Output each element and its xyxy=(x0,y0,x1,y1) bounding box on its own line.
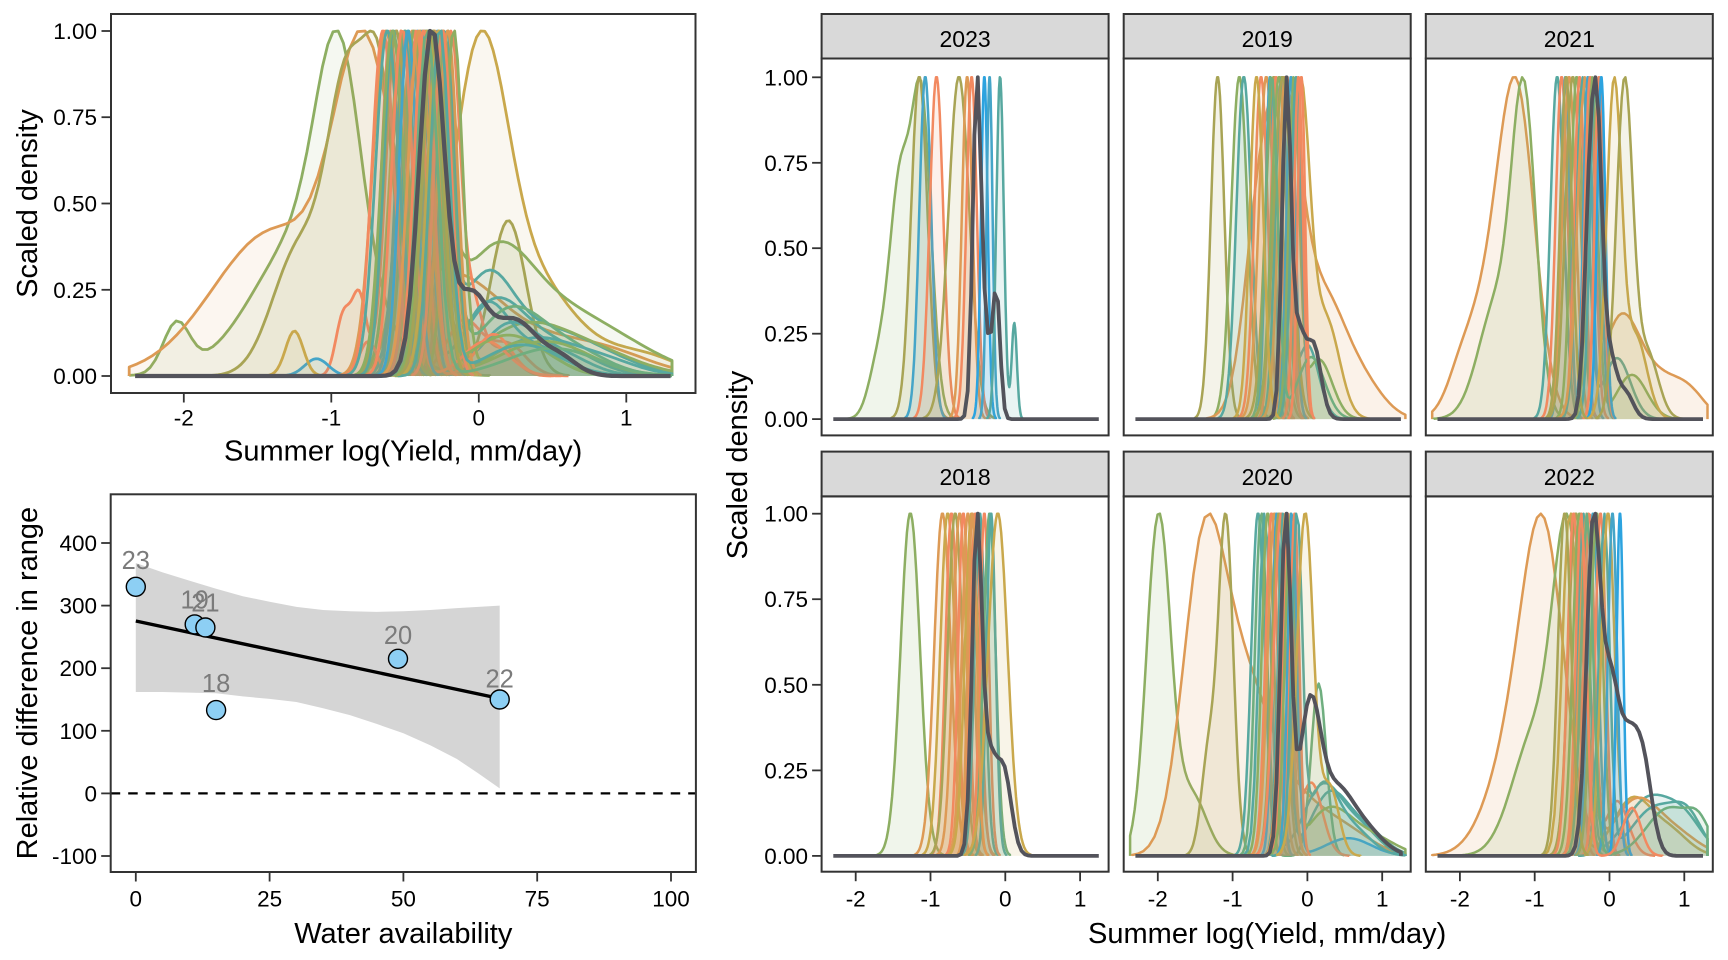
svg-text:50: 50 xyxy=(391,887,416,912)
svg-text:1: 1 xyxy=(1074,887,1087,912)
svg-text:2022: 2022 xyxy=(1544,464,1595,490)
svg-text:200: 200 xyxy=(59,656,97,681)
svg-text:-1: -1 xyxy=(1223,887,1243,912)
svg-text:Summer log(Yield, mm/day): Summer log(Yield, mm/day) xyxy=(224,436,582,468)
svg-text:0.00: 0.00 xyxy=(53,364,97,389)
svg-text:1.00: 1.00 xyxy=(764,65,808,90)
svg-text:100: 100 xyxy=(652,887,690,912)
svg-text:2021: 2021 xyxy=(1544,26,1595,52)
svg-text:75: 75 xyxy=(525,887,550,912)
svg-text:0: 0 xyxy=(84,781,97,806)
svg-text:0: 0 xyxy=(130,887,143,912)
svg-text:0.50: 0.50 xyxy=(764,236,808,261)
svg-text:21: 21 xyxy=(191,590,219,618)
svg-text:0: 0 xyxy=(1603,887,1616,912)
svg-text:0: 0 xyxy=(1301,887,1314,912)
svg-text:2020: 2020 xyxy=(1242,464,1293,490)
svg-text:0.25: 0.25 xyxy=(53,278,97,303)
svg-text:0.75: 0.75 xyxy=(764,587,808,612)
svg-text:Scaled density: Scaled density xyxy=(12,109,44,298)
svg-text:0: 0 xyxy=(473,406,486,431)
svg-text:-100: -100 xyxy=(52,844,97,869)
svg-text:18: 18 xyxy=(202,670,230,698)
svg-text:0.25: 0.25 xyxy=(764,758,808,783)
svg-text:-2: -2 xyxy=(1450,887,1470,912)
svg-text:-1: -1 xyxy=(1525,887,1545,912)
svg-text:0.00: 0.00 xyxy=(764,407,808,432)
svg-text:0.00: 0.00 xyxy=(764,844,808,869)
svg-text:Scaled density: Scaled density xyxy=(722,370,754,559)
svg-text:1: 1 xyxy=(1376,887,1389,912)
svg-text:-2: -2 xyxy=(174,406,194,431)
svg-text:19: 19 xyxy=(181,586,209,614)
svg-text:1: 1 xyxy=(620,406,633,431)
svg-text:-2: -2 xyxy=(1148,887,1168,912)
svg-text:1.00: 1.00 xyxy=(764,502,808,527)
svg-text:Relative difference in range: Relative difference in range xyxy=(12,507,44,860)
svg-text:0: 0 xyxy=(999,887,1012,912)
svg-text:400: 400 xyxy=(59,531,97,556)
svg-text:0.75: 0.75 xyxy=(53,105,97,130)
svg-text:2018: 2018 xyxy=(940,464,991,490)
svg-text:0.50: 0.50 xyxy=(764,673,808,698)
svg-text:2019: 2019 xyxy=(1242,26,1293,52)
svg-text:25: 25 xyxy=(257,887,282,912)
svg-text:0.50: 0.50 xyxy=(53,192,97,217)
svg-text:1: 1 xyxy=(1678,887,1691,912)
svg-text:Summer log(Yield, mm/day): Summer log(Yield, mm/day) xyxy=(1088,918,1446,950)
svg-text:300: 300 xyxy=(59,594,97,619)
svg-text:22: 22 xyxy=(486,666,514,694)
svg-text:20: 20 xyxy=(384,622,412,650)
svg-text:-2: -2 xyxy=(846,887,866,912)
svg-text:Water availability: Water availability xyxy=(294,918,513,950)
svg-text:0.75: 0.75 xyxy=(764,151,808,176)
svg-text:0.25: 0.25 xyxy=(764,322,808,347)
svg-text:23: 23 xyxy=(122,547,150,575)
svg-text:100: 100 xyxy=(59,719,97,744)
svg-text:2023: 2023 xyxy=(940,26,991,52)
svg-text:-1: -1 xyxy=(321,406,341,431)
svg-text:1.00: 1.00 xyxy=(53,19,97,44)
svg-text:-1: -1 xyxy=(920,887,940,912)
